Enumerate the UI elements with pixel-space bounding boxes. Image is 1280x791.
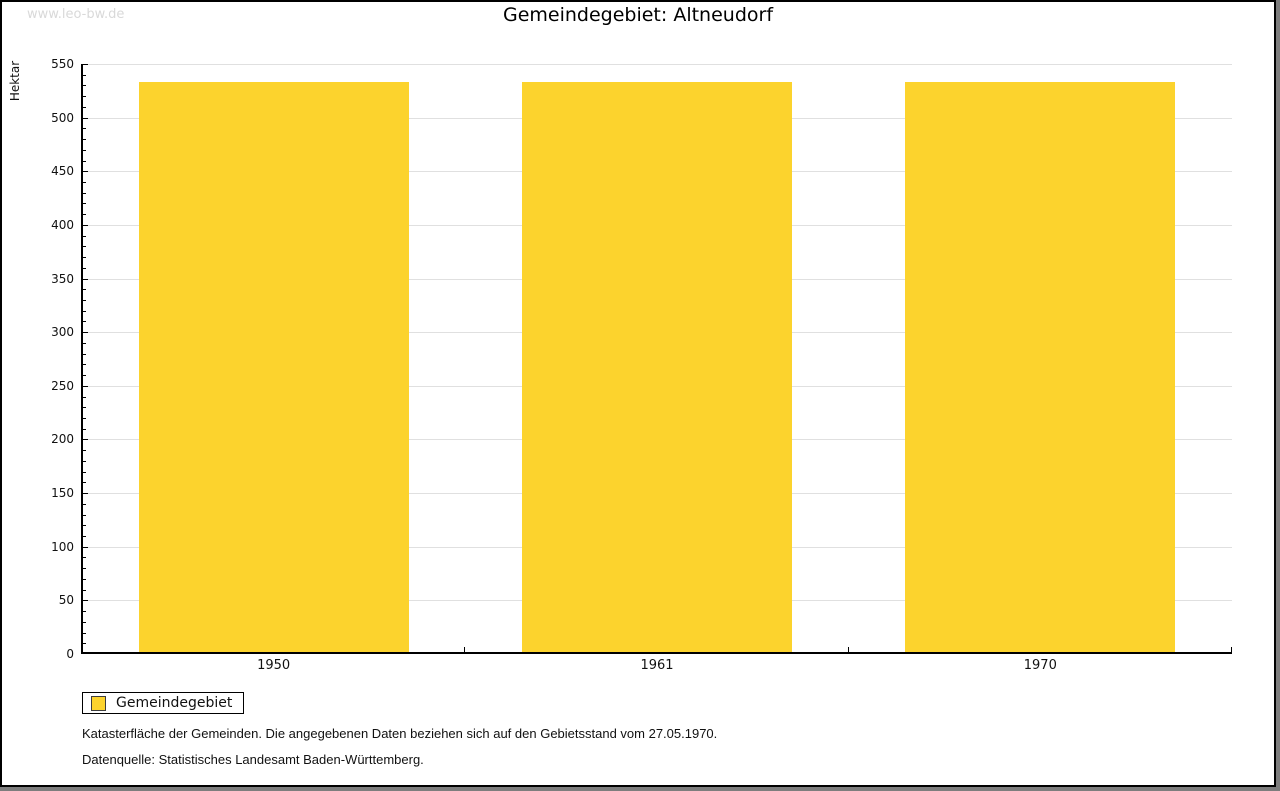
y-minor-tick [82,160,86,162]
bar-1961 [522,82,792,654]
y-major-tick [82,493,88,495]
y-minor-tick [82,428,86,430]
y-minor-tick [82,514,86,516]
y-minor-tick [82,375,86,377]
y-minor-tick [82,235,86,237]
y-minor-tick [82,525,86,527]
y-minor-tick [82,310,86,312]
y-minor-tick [82,106,86,108]
y-tick-label: 550 [51,57,74,71]
y-minor-tick [82,214,86,216]
x-axis-line [81,652,1232,654]
y-tick-label: 500 [51,110,74,125]
y-minor-tick [82,396,86,398]
y-minor-tick [82,182,86,183]
x-tick-label: 1970 [1023,658,1057,673]
y-tick-label: 100 [51,539,74,554]
y-tick-label: 50 [58,593,74,608]
y-minor-tick [82,643,86,645]
y-minor-tick [82,418,86,419]
y-minor-tick [82,300,86,301]
watermark: www.leo-bw.de [27,7,125,22]
y-minor-tick [82,407,86,409]
y-major-tick [82,171,88,173]
y-minor-tick [82,364,86,366]
y-tick-label: 300 [51,325,74,340]
y-minor-tick [82,192,86,194]
legend-label: Gemeindegebiet [116,695,233,711]
y-minor-tick [82,557,86,559]
y-minor-tick [82,149,86,151]
y-minor-tick [82,632,86,634]
bar-1970 [905,82,1176,654]
y-major-tick [82,64,88,65]
y-tick-label: 200 [51,432,74,447]
y-minor-tick [82,589,86,591]
y-major-tick [82,600,88,602]
y-minor-tick [82,536,86,537]
y-minor-tick [82,257,86,259]
y-minor-tick [82,482,86,484]
y-minor-tick [82,621,86,623]
bar-chart: Hektar 0 50 100 150 200 250 300 350 400 450 500 550… [2,2,1234,677]
y-minor-tick [82,460,86,462]
y-minor-tick [82,267,86,269]
y-minor-tick [82,85,86,87]
y-minor-tick [82,74,86,76]
y-major-tick [82,546,88,548]
y-major-tick [82,224,88,226]
y-major-tick [82,278,88,280]
y-minor-tick [82,246,86,248]
y-minor-tick [82,471,86,473]
y-major-tick [82,385,88,387]
y-major-tick [82,332,88,334]
gridline [82,64,1232,65]
y-minor-tick [82,503,86,505]
x-boundary-tick [848,647,849,652]
y-minor-tick [82,611,86,613]
footer-source: Datenquelle: Statistisches Landesamt Bad… [82,752,424,767]
y-tick-label: 400 [51,217,74,232]
bar-1950 [138,82,409,654]
y-minor-tick [82,353,86,355]
y-major-tick [82,117,88,119]
y-minor-tick [82,578,86,580]
y-tick-label: 150 [51,486,74,501]
y-minor-tick [82,450,86,452]
y-tick-label: 350 [51,271,74,286]
y-minor-tick [82,96,86,98]
y-minor-tick [82,128,86,130]
y-minor-tick [82,139,86,141]
x-tick-label: 1961 [640,658,674,673]
y-minor-tick [82,321,86,323]
footer-note: Katasterfläche der Gemeinden. Die angege… [82,726,718,741]
y-axis-line [81,64,83,654]
y-major-tick [82,439,88,441]
y-tick-label: 450 [51,164,74,179]
x-boundary-tick [1231,647,1232,652]
x-boundary-tick [464,647,465,652]
y-tick-label: 0 [66,647,74,661]
y-minor-tick [82,342,86,344]
y-minor-tick [82,289,86,291]
x-tick-label: 1950 [257,658,291,673]
y-minor-tick [82,203,86,205]
y-minor-tick [82,568,86,570]
chart-title: Gemeindegebiet: Altneudorf [502,4,774,26]
y-tick-label: 250 [51,378,74,393]
legend: Gemeindegebiet [82,692,245,714]
legend-swatch [91,695,106,711]
